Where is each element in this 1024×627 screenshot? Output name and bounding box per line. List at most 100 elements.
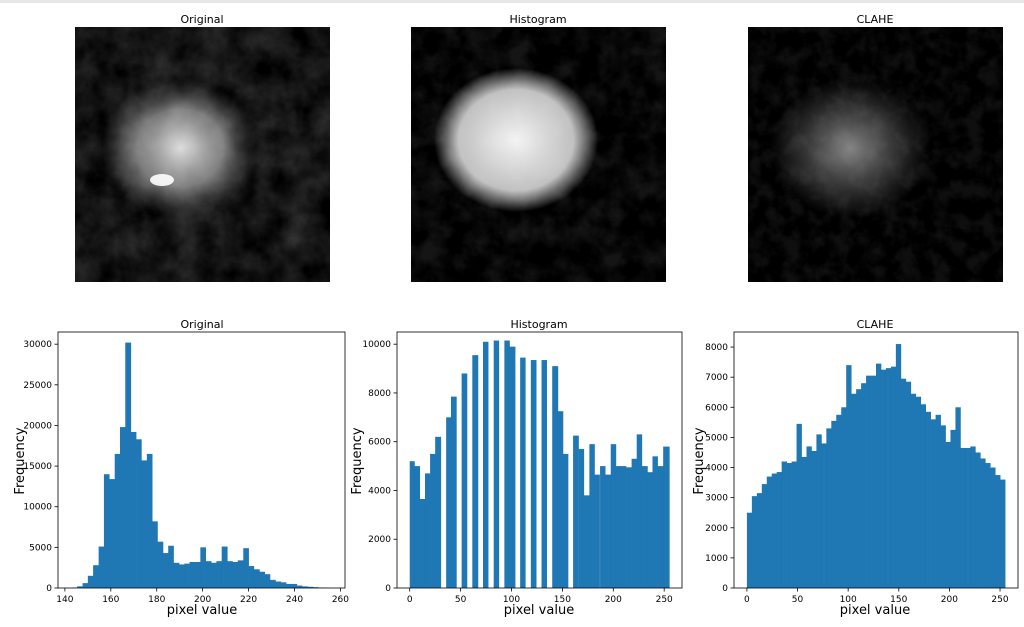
histogram-bar bbox=[253, 569, 260, 588]
image-highlight bbox=[150, 174, 174, 186]
x-tick-label: 200 bbox=[941, 595, 958, 605]
histogram-bar bbox=[930, 419, 936, 588]
histogram-bar bbox=[890, 366, 897, 588]
y-tick-label: 5000 bbox=[705, 433, 728, 443]
histogram-bar bbox=[1000, 479, 1006, 588]
histogram-bar bbox=[520, 357, 526, 588]
histogram-bar bbox=[975, 452, 981, 588]
x-axis-label: pixel value bbox=[840, 603, 910, 618]
histogram-bar bbox=[910, 393, 917, 588]
chart-title: Histogram bbox=[510, 318, 567, 331]
y-tick-label: 2000 bbox=[705, 524, 728, 534]
histogram-bar bbox=[647, 472, 653, 588]
y-axis-label: Frequency bbox=[350, 427, 365, 494]
x-axis-label: pixel value bbox=[504, 603, 574, 618]
histogram-bar bbox=[876, 363, 882, 588]
histogram-bar bbox=[424, 473, 431, 588]
histogram-bar bbox=[82, 583, 89, 588]
axes-frame bbox=[57, 331, 346, 589]
histogram-bar bbox=[786, 463, 792, 588]
x-tick-label: 240 bbox=[286, 595, 303, 605]
histogram-bar bbox=[195, 561, 201, 588]
x-tick-label: 250 bbox=[991, 595, 1008, 605]
histogram-bar bbox=[98, 546, 105, 588]
histogram-bar bbox=[995, 475, 1001, 588]
y-tick-label: 1000 bbox=[705, 554, 728, 564]
histogram-bar bbox=[980, 458, 986, 588]
histogram-bar bbox=[409, 461, 415, 588]
histogram-chart-histogram: Histogram pixel value Frequency 0 50 100 15… bbox=[350, 318, 683, 618]
image-panel-original: Original bbox=[75, 13, 330, 282]
histogram-bar bbox=[970, 446, 976, 588]
x-tick-label: 150 bbox=[890, 595, 907, 605]
histogram-bar bbox=[791, 461, 797, 588]
histogram-bar bbox=[493, 340, 500, 588]
histogram-bar bbox=[801, 456, 807, 588]
x-tick-label: 200 bbox=[605, 595, 622, 605]
histogram-bar bbox=[663, 446, 670, 588]
histogram-bar bbox=[430, 453, 436, 588]
histogram-bar bbox=[781, 461, 787, 588]
bars bbox=[71, 342, 330, 588]
y-tick-label: 8000 bbox=[705, 343, 728, 353]
histogram-bar bbox=[950, 429, 956, 588]
histogram-bar bbox=[940, 425, 946, 588]
histogram-bar bbox=[925, 411, 931, 588]
y-tick-label: 25000 bbox=[23, 381, 52, 391]
chart-title: Original bbox=[180, 318, 223, 331]
histogram-bar bbox=[557, 411, 564, 588]
histogram-bar bbox=[631, 458, 638, 588]
histogram-bar bbox=[935, 414, 941, 588]
histogram-bar bbox=[168, 545, 174, 588]
histogram-bar bbox=[841, 407, 847, 588]
histogram-bar bbox=[216, 561, 223, 588]
histogram-bar bbox=[419, 499, 426, 588]
histogram-bar bbox=[771, 473, 778, 588]
y-tick-label: 4000 bbox=[705, 464, 728, 474]
y-tick-label: 5000 bbox=[29, 543, 52, 553]
histogram-bar bbox=[189, 561, 196, 588]
histogram-bar bbox=[562, 453, 569, 588]
histogram-bar bbox=[114, 453, 121, 588]
y-tick-label: 0 bbox=[46, 584, 52, 594]
histogram-bar bbox=[141, 460, 148, 588]
histogram-bar bbox=[200, 547, 206, 588]
histogram-bar bbox=[846, 365, 852, 588]
histogram-bar bbox=[652, 456, 658, 588]
x-tick-label: 0 bbox=[744, 595, 750, 605]
histogram-bar bbox=[895, 344, 902, 588]
histogram-bar bbox=[173, 562, 180, 588]
histogram-bar bbox=[285, 583, 292, 588]
histogram-bar bbox=[280, 582, 287, 588]
y-tick-label: 0 bbox=[722, 584, 728, 594]
histogram-bar bbox=[146, 453, 153, 588]
histogram-bar bbox=[821, 443, 827, 588]
histogram-bar bbox=[856, 389, 862, 588]
x-tick-label: 140 bbox=[56, 595, 73, 605]
image-bright-region bbox=[102, 78, 258, 218]
y-tick-label: 30000 bbox=[23, 340, 52, 350]
histogram-chart-clahe: CLAHE pixel value Frequency 0 50 100 150 200… bbox=[692, 318, 1019, 618]
y-tick-label: 3000 bbox=[705, 494, 728, 504]
y-tick-label: 20000 bbox=[23, 421, 52, 431]
histogram-bar bbox=[861, 383, 867, 588]
image-bright-region bbox=[434, 68, 598, 212]
histogram-bar bbox=[816, 434, 822, 588]
histogram-bar bbox=[530, 360, 537, 588]
histogram-bar bbox=[985, 463, 991, 588]
histogram-bar bbox=[945, 441, 951, 588]
y-tick-label: 7000 bbox=[705, 373, 728, 383]
histogram-bar bbox=[264, 574, 271, 588]
histogram-bar bbox=[211, 562, 217, 588]
histogram-bar bbox=[227, 561, 233, 588]
axes-frame bbox=[733, 331, 1019, 589]
image-title-original: Original bbox=[180, 13, 223, 26]
histogram-bar bbox=[960, 447, 966, 588]
histogram-bar bbox=[589, 444, 595, 588]
x-tick-label: 150 bbox=[554, 595, 571, 605]
histogram-bar bbox=[541, 360, 547, 588]
histogram-bar bbox=[103, 474, 110, 588]
image-title-histogram: Histogram bbox=[509, 13, 566, 26]
histogram-bar bbox=[594, 474, 600, 588]
histogram-bar bbox=[307, 586, 314, 588]
